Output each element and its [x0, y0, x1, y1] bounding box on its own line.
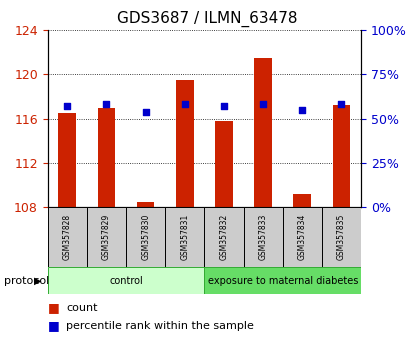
- Text: GSM357830: GSM357830: [141, 214, 150, 261]
- Bar: [205, 207, 244, 267]
- Text: ▶: ▶: [34, 275, 42, 286]
- Text: GSM357833: GSM357833: [259, 214, 268, 261]
- Text: ■: ■: [48, 319, 59, 332]
- Text: ■: ■: [48, 302, 59, 314]
- Bar: [254, 58, 272, 207]
- Point: [103, 102, 110, 107]
- Bar: [98, 108, 115, 207]
- Text: GSM357829: GSM357829: [102, 214, 111, 260]
- Text: GSM357832: GSM357832: [220, 214, 229, 260]
- Point: [338, 102, 345, 107]
- Bar: [176, 80, 194, 207]
- Bar: [244, 207, 283, 267]
- Bar: [48, 207, 87, 267]
- Bar: [322, 207, 361, 267]
- Text: GSM357831: GSM357831: [180, 214, 189, 260]
- Point: [260, 102, 266, 107]
- Point: [299, 107, 305, 113]
- Bar: [293, 194, 311, 207]
- Text: GSM357835: GSM357835: [337, 214, 346, 261]
- Text: GDS3687 / ILMN_63478: GDS3687 / ILMN_63478: [117, 11, 298, 27]
- Text: control: control: [109, 275, 143, 286]
- Point: [181, 102, 188, 107]
- Bar: [165, 207, 204, 267]
- Bar: [87, 207, 126, 267]
- Text: exposure to maternal diabetes: exposure to maternal diabetes: [208, 275, 358, 286]
- Text: count: count: [66, 303, 98, 313]
- Bar: [205, 267, 361, 294]
- Bar: [59, 113, 76, 207]
- Text: GSM357834: GSM357834: [298, 214, 307, 261]
- Bar: [333, 105, 350, 207]
- Point: [142, 109, 149, 114]
- Bar: [48, 267, 205, 294]
- Bar: [283, 207, 322, 267]
- Point: [64, 103, 71, 109]
- Bar: [215, 121, 233, 207]
- Text: GSM357828: GSM357828: [63, 214, 72, 260]
- Text: percentile rank within the sample: percentile rank within the sample: [66, 321, 254, 331]
- Bar: [126, 207, 165, 267]
- Text: protocol: protocol: [4, 275, 49, 286]
- Bar: [137, 201, 154, 207]
- Point: [221, 103, 227, 109]
